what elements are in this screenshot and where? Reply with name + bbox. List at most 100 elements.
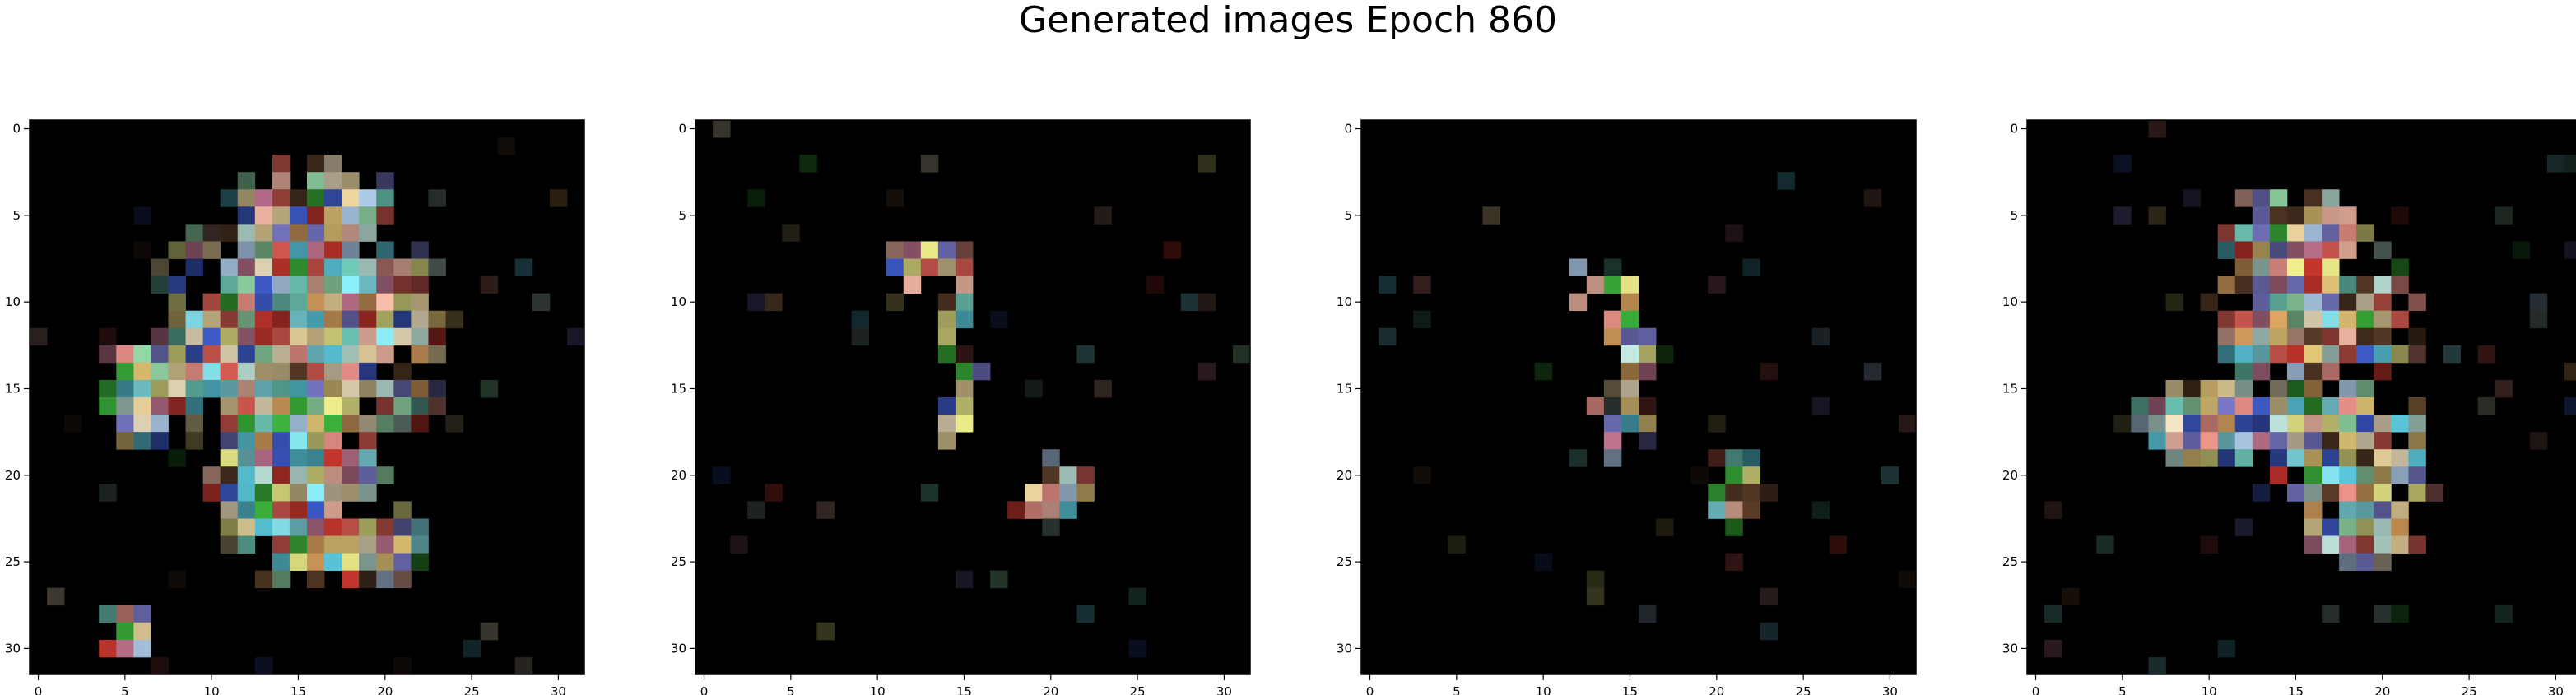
image-pixel xyxy=(342,189,360,207)
image-pixel xyxy=(393,362,412,381)
image-pixel xyxy=(237,432,256,450)
image-pixel xyxy=(2200,449,2219,467)
image-pixel xyxy=(747,189,765,207)
image-pixel xyxy=(2113,415,2132,433)
image-pixel xyxy=(2252,276,2271,294)
image-pixel xyxy=(1725,553,1743,572)
image-pixel xyxy=(2391,258,2409,276)
image-pixel xyxy=(202,362,221,381)
image-pixel xyxy=(2217,432,2236,450)
image-pixel xyxy=(411,293,429,312)
axes-frame xyxy=(29,119,585,675)
image-pixel xyxy=(133,397,151,415)
image-pixel xyxy=(937,432,956,450)
image-pixel xyxy=(2322,466,2340,484)
image-pixel xyxy=(324,449,342,467)
image-pixel xyxy=(2546,155,2565,173)
image-pixel xyxy=(359,276,377,294)
image-pixel xyxy=(2286,276,2305,294)
image-pixel xyxy=(2339,310,2357,329)
image-pixel xyxy=(2339,466,2357,484)
image-pixel xyxy=(2322,258,2340,276)
image-pixel xyxy=(324,258,342,276)
image-pixel xyxy=(2131,415,2149,433)
image-pixel xyxy=(185,310,204,329)
image-pixel xyxy=(237,224,256,242)
image-pixel xyxy=(2356,345,2374,364)
image-pixel xyxy=(359,466,377,484)
image-pixel xyxy=(393,258,412,276)
image-pixel xyxy=(1760,622,1778,641)
y-tick-label: 20 xyxy=(2002,468,2018,483)
image-pixel xyxy=(254,310,273,329)
image-pixel xyxy=(2391,605,2409,623)
image-pixel xyxy=(237,276,256,294)
image-pixel xyxy=(2304,224,2323,242)
image-pixel xyxy=(1620,345,1639,364)
image-pixel xyxy=(254,656,273,675)
image-pixel xyxy=(185,241,204,259)
image-pixel xyxy=(2252,484,2271,502)
image-pixel xyxy=(2217,345,2236,364)
image-pixel xyxy=(2339,224,2357,242)
image-pixel xyxy=(168,345,186,364)
image-pixel xyxy=(376,379,394,398)
image-pixel xyxy=(2304,189,2323,207)
image-pixel xyxy=(2183,432,2202,450)
x-tick-label: 20 xyxy=(1709,684,1724,695)
image-pixel xyxy=(2113,206,2132,225)
image-pixel xyxy=(202,466,221,484)
image-pixel xyxy=(2044,639,2062,658)
image-pixel xyxy=(428,327,446,346)
image-pixel xyxy=(2408,449,2426,467)
image-pixel xyxy=(411,276,429,294)
image-pixel xyxy=(2200,535,2219,554)
image-pixel xyxy=(411,553,429,572)
image-pixel xyxy=(2217,379,2236,398)
image-pixel xyxy=(151,362,169,381)
y-tick-label: 30 xyxy=(1337,641,1352,656)
image-pixel xyxy=(1898,415,1917,433)
image-pixel xyxy=(220,276,239,294)
image-pixel xyxy=(990,570,1008,589)
image-pixel xyxy=(2374,345,2392,364)
image-pixel xyxy=(307,379,325,398)
image-pixel xyxy=(220,224,239,242)
image-pixel xyxy=(342,466,360,484)
image-pixel xyxy=(1094,206,1112,225)
image-pixel xyxy=(185,345,204,364)
image-pixel xyxy=(272,206,291,225)
image-pixel xyxy=(2495,605,2513,623)
image-pixel xyxy=(2217,397,2236,415)
image-pixel xyxy=(1059,501,1077,519)
image-pixel xyxy=(289,327,308,346)
image-pixel xyxy=(2356,310,2374,329)
image-pixel xyxy=(1042,449,1060,467)
image-pixel xyxy=(2408,466,2426,484)
image-pixel xyxy=(2356,466,2374,484)
image-pixel xyxy=(307,172,325,190)
image-pixel xyxy=(2286,206,2305,225)
image-pixel xyxy=(2269,397,2288,415)
image-pixel xyxy=(393,379,412,398)
image-pixel xyxy=(514,656,533,675)
image-pixel xyxy=(376,553,394,572)
image-pixel xyxy=(2356,397,2374,415)
image-pixel xyxy=(272,501,291,519)
image-pixel xyxy=(2113,155,2132,173)
image-pixel xyxy=(886,258,904,276)
image-pixel xyxy=(2322,327,2340,346)
image-pixel xyxy=(289,362,308,381)
image-pixel xyxy=(1620,362,1639,381)
image-pixel xyxy=(2286,224,2305,242)
image-pixel xyxy=(133,622,151,641)
image-pixel xyxy=(955,276,974,294)
y-tick-label: 5 xyxy=(12,208,21,223)
image-pixel xyxy=(1025,379,1043,398)
image-pixel xyxy=(289,189,308,207)
image-pixel xyxy=(185,432,204,450)
image-pixel xyxy=(955,570,974,589)
image-pixel xyxy=(151,258,169,276)
image-pixel xyxy=(359,310,377,329)
y-tick-label: 10 xyxy=(2002,294,2018,309)
